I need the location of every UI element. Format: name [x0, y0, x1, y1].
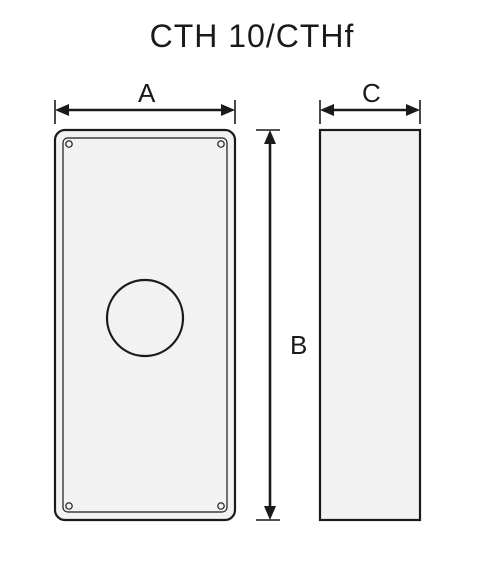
diagram-svg [0, 0, 504, 564]
dimension-label-b: B [290, 330, 307, 361]
dimension-label-c: C [362, 78, 381, 109]
diagram-canvas: CTH 10/CTHf A B C [0, 0, 504, 564]
dimension-label-a: A [138, 78, 155, 109]
